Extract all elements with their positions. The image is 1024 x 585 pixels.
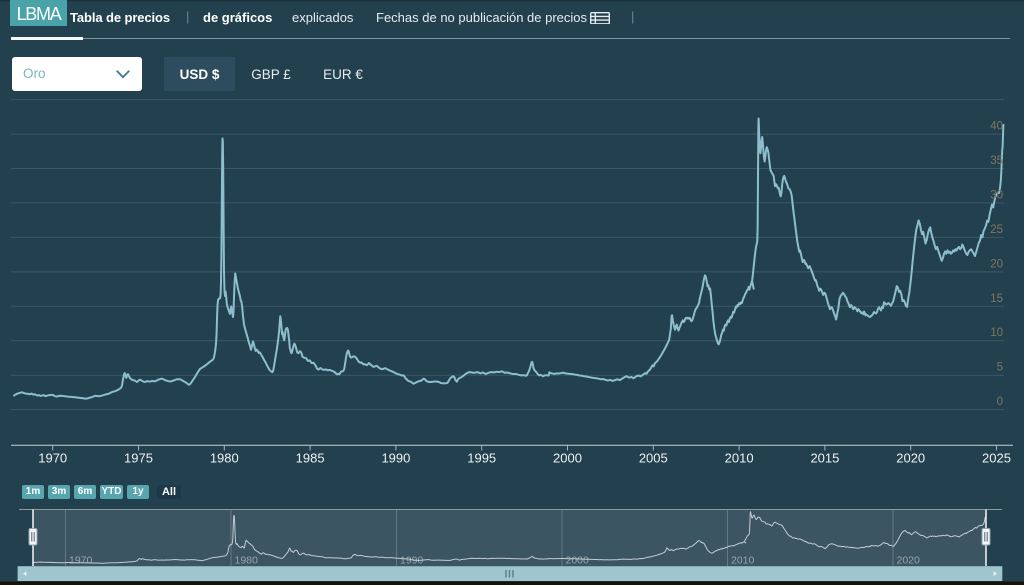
svg-text:1970: 1970 [38, 451, 67, 466]
svg-text:20: 20 [990, 258, 1003, 270]
svg-text:5: 5 [997, 362, 1003, 374]
svg-text:1995: 1995 [467, 451, 496, 466]
svg-text:2005: 2005 [639, 451, 668, 466]
svg-text:1970: 1970 [69, 555, 93, 567]
svg-text:1985: 1985 [296, 451, 325, 466]
svg-text:1990: 1990 [400, 555, 424, 567]
svg-text:2025: 2025 [982, 451, 1011, 466]
svg-text:2000: 2000 [566, 555, 590, 567]
svg-text:2010: 2010 [731, 555, 755, 567]
svg-text:30: 30 [990, 189, 1003, 201]
svg-text:1990: 1990 [381, 451, 410, 466]
svg-text:2000: 2000 [553, 451, 582, 466]
svg-text:1975: 1975 [124, 451, 153, 466]
svg-text:2020: 2020 [896, 451, 925, 466]
svg-text:10: 10 [990, 327, 1003, 339]
svg-text:40: 40 [990, 121, 1003, 133]
svg-text:1980: 1980 [235, 555, 259, 567]
svg-text:15: 15 [990, 293, 1003, 305]
svg-text:2015: 2015 [810, 451, 839, 466]
svg-text:1980: 1980 [210, 451, 239, 466]
svg-text:2020: 2020 [897, 555, 921, 567]
svg-text:0: 0 [997, 396, 1003, 408]
svg-text:25: 25 [990, 224, 1003, 236]
svg-text:35: 35 [990, 155, 1003, 167]
svg-text:2010: 2010 [725, 451, 754, 466]
